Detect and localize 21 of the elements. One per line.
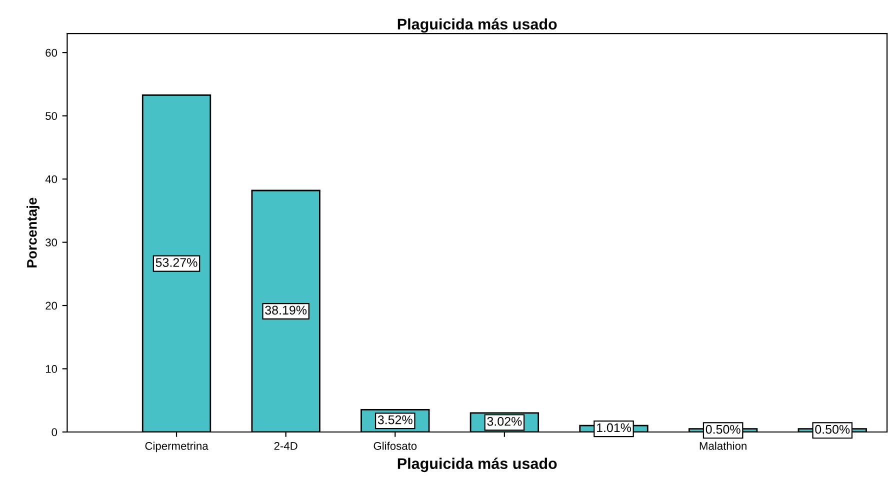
x-tick-label: Malathion	[700, 442, 746, 450]
y-tick-label: 30	[46, 238, 58, 246]
chart-title: Plaguicida más usado	[398, 18, 557, 33]
x-tick-label: Cipermetrina	[145, 442, 208, 452]
data-label: 38.19%	[265, 306, 307, 315]
x-tick-label: 2-4D	[274, 442, 298, 450]
data-label: 3.02%	[487, 416, 522, 426]
y-tick-label: 10	[46, 365, 58, 373]
y-tick-label: 20	[46, 302, 58, 310]
data-label: 53.27%	[156, 258, 198, 267]
y-axis-title: Porcentaje	[26, 198, 40, 268]
data-label: 0.50%	[815, 424, 850, 434]
data-label: 0.50%	[706, 424, 740, 434]
data-label: 3.52%	[378, 415, 412, 424]
x-tick-label: Glifosato	[374, 442, 417, 450]
y-tick-label: 60	[46, 48, 58, 57]
x-axis-title: Plaguicida más usado	[398, 458, 557, 472]
data-label: 1.01%	[596, 423, 632, 432]
y-tick-label: 50	[46, 112, 58, 120]
y-tick-label: 0	[52, 428, 58, 436]
y-tick-label: 40	[45, 175, 58, 184]
